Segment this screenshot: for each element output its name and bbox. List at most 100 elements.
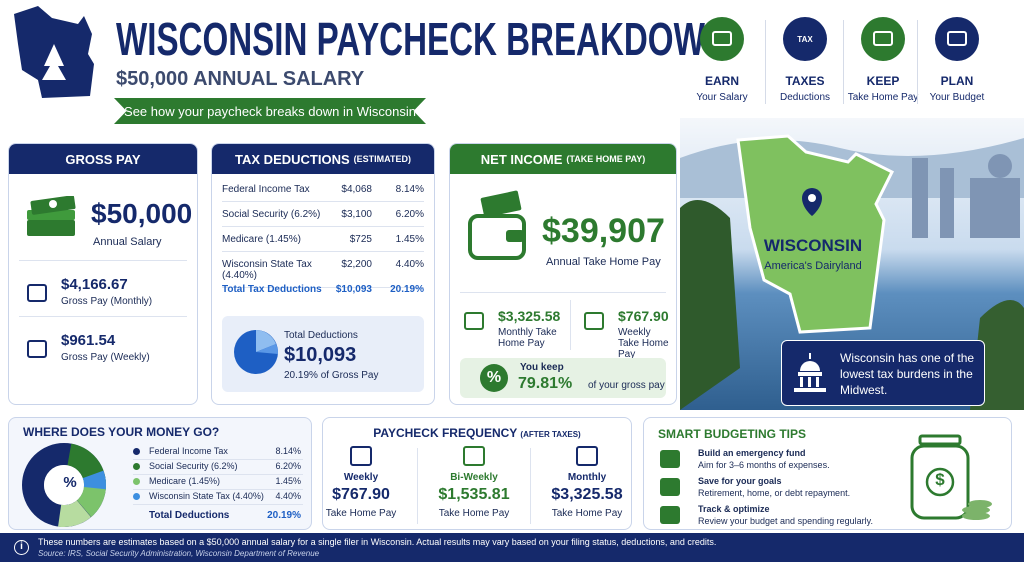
legend-dot — [133, 493, 140, 500]
tip-text: Review your budget and spending regularl… — [698, 516, 873, 526]
nav-glyph — [873, 31, 893, 46]
legend-divider — [133, 474, 303, 475]
nav-title[interactable]: PLAN — [940, 74, 974, 88]
legend-dot — [133, 478, 140, 485]
nav-icon[interactable] — [700, 17, 744, 61]
tip-text: Aim for 3–6 months of expenses. — [698, 460, 830, 470]
net-card: NET INCOME (TAKE HOME PAY) $39,907 Annual… — [449, 143, 677, 405]
legend-label: Social Security (6.2%) — [149, 461, 238, 471]
nav-icon[interactable] — [861, 17, 905, 61]
label: Gross Pay (Weekly) — [61, 352, 150, 363]
note: 20.19% of Gross Pay — [284, 370, 379, 381]
footer-text: These numbers are estimates based on a $… — [38, 537, 717, 547]
calendar-icon — [27, 284, 47, 302]
jar-icon — [910, 434, 992, 520]
note: (ESTIMATED) — [353, 154, 411, 164]
card-title: NET INCOME (TAKE HOME PAY) — [450, 144, 676, 174]
nav-subtitle[interactable]: Your Salary — [696, 92, 748, 103]
nav-icon[interactable]: TAX — [783, 17, 827, 61]
tip-icon — [660, 506, 680, 524]
info-icon: i — [14, 540, 29, 555]
nav-title[interactable]: TAXES — [785, 74, 825, 88]
frequency-card: PAYCHECK FREQUENCY (AFTER TAXES) Weekly $… — [322, 417, 632, 530]
amount-label: Annual Take Home Pay — [546, 256, 661, 268]
card-title: PAYCHECK FREQUENCY (AFTER TAXES) — [323, 426, 631, 440]
cell: $3,100 — [341, 209, 372, 220]
nav-separator — [843, 20, 844, 104]
state-logo — [14, 6, 94, 98]
amount: $4,166.67 — [61, 276, 128, 293]
divider — [19, 316, 187, 317]
tax-row: Social Security (6.2%) $3,100 6.20% — [222, 209, 424, 227]
tip-title: Build an emergency fund — [698, 448, 806, 458]
nav-title[interactable]: KEEP — [866, 74, 900, 88]
amount: $39,907 — [542, 212, 665, 250]
amount: $3,325.58 — [498, 308, 561, 324]
calendar-icon — [27, 340, 47, 358]
nav-glyph — [947, 31, 967, 46]
keep-prefix: You keep — [520, 362, 564, 373]
callout-text: Wisconsin has one of the lowest tax burd… — [840, 351, 975, 397]
tax-row: Wisconsin State Tax (4.40%) $2,200 4.40% — [222, 259, 424, 288]
gross-pay-card: GROSS PAY $50,000 Annual Salary $4,166.6… — [8, 143, 198, 405]
divider — [460, 292, 666, 293]
divider — [570, 300, 571, 350]
total-row: Total Tax Deductions $10,093 20.19% — [222, 284, 424, 301]
tip-icon — [660, 450, 680, 468]
nav-title[interactable]: EARN — [704, 74, 739, 88]
nav-subtitle[interactable]: Your Budget — [929, 92, 985, 103]
cell: 4.40% — [395, 259, 424, 270]
footer-source: Source: IRS, Social Security Administrat… — [38, 549, 320, 558]
cell: 6.20% — [395, 209, 424, 220]
cell: Federal Income Tax — [222, 184, 310, 195]
cell: $4,068 — [341, 184, 372, 195]
label: Take Home Pay — [325, 508, 397, 519]
nav-glyph — [712, 31, 732, 46]
tax-card: TAX DEDUCTIONS (ESTIMATED) Federal Income… — [211, 143, 435, 405]
amount: $3,325.58 — [551, 486, 623, 503]
cell: Social Security (6.2%) — [222, 209, 321, 220]
nav-subtitle[interactable]: Deductions — [779, 92, 831, 103]
tax-row: Federal Income Tax $4,068 8.14% — [222, 184, 424, 202]
title: WISCONSIN PAYCHECK BREAKDOWN — [116, 13, 729, 65]
keep-box: % You keep 79.81% of your gross pay — [460, 358, 666, 398]
nickname: America's Dairyland — [764, 260, 862, 272]
legend-divider — [133, 489, 303, 490]
tagline: See how your paycheck breaks down in Wis… — [114, 98, 426, 124]
amount: $767.90 — [618, 308, 669, 324]
calendar-icon — [584, 312, 604, 330]
calendar-icon — [350, 446, 372, 466]
cell: $725 — [349, 234, 372, 245]
legend-label: Total Deductions — [149, 510, 230, 521]
budget-card: SMART BUDGETING TIPS Build an emergency … — [643, 417, 1012, 530]
calendar-icon — [463, 446, 485, 466]
amount: $1,535.81 — [438, 486, 510, 503]
cell: Total Tax Deductions — [222, 284, 322, 295]
tax-row: Medicare (1.45%) $725 1.45% — [222, 234, 424, 252]
label: Take Home Pay — [551, 508, 623, 519]
callout: Wisconsin has one of the lowest tax burd… — [781, 340, 985, 406]
state-name: WISCONSIN — [763, 236, 863, 255]
label: Monthly Take Home Pay — [498, 327, 557, 349]
legend-value: 1.45% — [275, 476, 301, 486]
card-title: GROSS PAY — [9, 144, 197, 174]
cash-icon — [27, 196, 76, 236]
legend-value: 6.20% — [275, 461, 301, 471]
label: Gross Pay (Monthly) — [61, 296, 153, 307]
amount: $767.90 — [332, 486, 390, 503]
nav-subtitle[interactable]: Take Home Pay — [847, 92, 919, 103]
wallet-icon — [468, 190, 526, 260]
label: Total Deductions — [284, 330, 358, 341]
title: NET INCOME — [480, 151, 563, 167]
tip-text: Retirement, home, or debt repayment. — [698, 488, 851, 498]
nav-icon[interactable] — [935, 17, 979, 61]
nav-separator — [765, 20, 766, 104]
nav-separator — [917, 20, 918, 104]
divider — [19, 260, 187, 261]
calendar-icon — [464, 312, 484, 330]
period: Weekly — [343, 472, 379, 483]
title: PAYCHECK FREQUENCY — [373, 426, 518, 440]
legend-label: Medicare (1.45%) — [149, 476, 221, 486]
jar-symbol: $ — [935, 470, 945, 489]
